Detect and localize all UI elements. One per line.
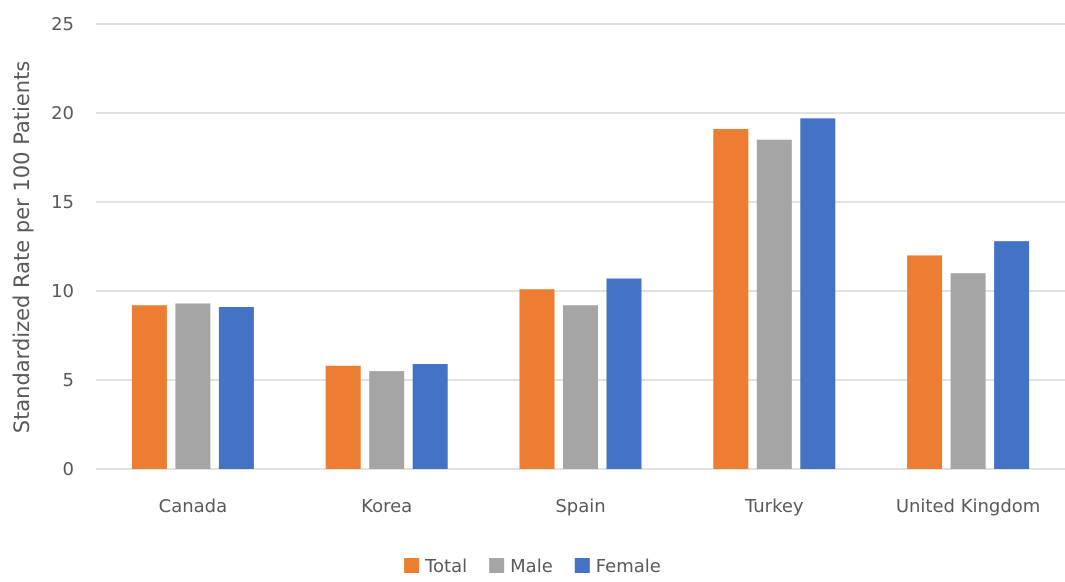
bar-female-united-kingdom	[994, 241, 1030, 469]
legend-label: Female	[596, 556, 661, 577]
x-tick-label: Canada	[159, 496, 228, 517]
y-axis-ticks: 0 5 10 15 20 25	[51, 14, 74, 480]
bar-total-united-kingdom	[907, 255, 943, 469]
bar-male-turkey	[756, 139, 792, 469]
bars	[131, 118, 1030, 469]
x-tick-label: Turkey	[744, 496, 804, 517]
x-tick-label: United Kingdom	[896, 496, 1040, 517]
legend-label: Male	[510, 556, 553, 577]
bar-female-turkey	[800, 118, 836, 469]
bar-total-turkey	[713, 129, 749, 469]
bar-male-spain	[563, 305, 598, 469]
bar-male-canada	[175, 303, 211, 469]
x-tick-label: Spain	[555, 496, 605, 517]
legend-swatch-female	[574, 558, 590, 573]
legend-label: Total	[424, 556, 467, 577]
legend-swatch-male	[489, 558, 505, 573]
y-axis-title: Standardized Rate per 100 Patients	[10, 61, 34, 434]
bar-total-korea	[325, 365, 361, 469]
bar-male-korea	[369, 371, 405, 469]
bar-female-spain	[606, 278, 642, 469]
bar-total-canada	[131, 305, 167, 469]
y-tick-label: 25	[51, 14, 74, 35]
bar-female-korea	[412, 363, 448, 469]
bar-female-canada	[218, 307, 254, 469]
y-tick-label: 0	[63, 459, 74, 480]
y-tick-label: 10	[51, 281, 74, 302]
x-tick-label: Korea	[361, 496, 412, 517]
y-tick-label: 5	[63, 370, 74, 391]
y-tick-label: 15	[51, 192, 74, 213]
bar-male-united-kingdom	[950, 273, 986, 469]
x-axis-ticks: Canada Korea Spain Turkey United Kingdom	[159, 496, 1041, 517]
legend: Total Male Female	[404, 556, 661, 577]
gridlines	[96, 23, 1065, 470]
bar-total-spain	[519, 289, 555, 469]
y-tick-label: 20	[51, 103, 74, 124]
legend-swatch-total	[404, 558, 420, 573]
